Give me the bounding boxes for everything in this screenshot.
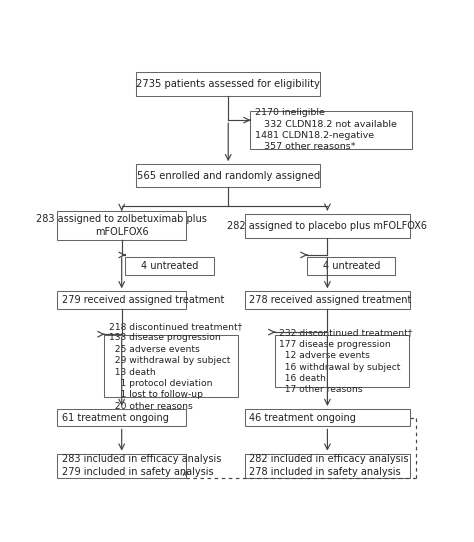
- FancyBboxPatch shape: [307, 257, 395, 275]
- FancyBboxPatch shape: [137, 164, 320, 187]
- Text: 282 assigned to placebo plus mFOLFOX6: 282 assigned to placebo plus mFOLFOX6: [228, 221, 428, 231]
- FancyBboxPatch shape: [250, 111, 412, 149]
- Text: 565 enrolled and randomly assigned: 565 enrolled and randomly assigned: [137, 171, 320, 180]
- FancyBboxPatch shape: [57, 454, 186, 478]
- Text: 4 untreated: 4 untreated: [141, 261, 198, 271]
- Text: 46 treatment ongoing: 46 treatment ongoing: [249, 412, 356, 423]
- Text: 283 included in efficacy analysis
279 included in safety analysis: 283 included in efficacy analysis 279 in…: [62, 454, 221, 477]
- FancyBboxPatch shape: [137, 72, 320, 96]
- FancyBboxPatch shape: [125, 257, 213, 275]
- Text: 61 treatment ongoing: 61 treatment ongoing: [62, 412, 169, 423]
- Text: 283 assigned to zolbetuximab plus
mFOLFOX6: 283 assigned to zolbetuximab plus mFOLFO…: [36, 214, 207, 237]
- FancyBboxPatch shape: [245, 454, 410, 478]
- FancyBboxPatch shape: [57, 409, 186, 427]
- FancyBboxPatch shape: [104, 335, 238, 397]
- Text: 2170 ineligible
   332 CLDN18.2 not available
1481 CLDN18.2-negative
   357 othe: 2170 ineligible 332 CLDN18.2 not availab…: [255, 108, 397, 151]
- FancyBboxPatch shape: [57, 211, 186, 240]
- FancyBboxPatch shape: [245, 409, 410, 427]
- Text: 218 discontinued treatment†
133 disease progression
  25 adverse events
  29 wit: 218 discontinued treatment† 133 disease …: [109, 322, 242, 411]
- FancyBboxPatch shape: [245, 214, 410, 238]
- FancyBboxPatch shape: [245, 291, 410, 309]
- FancyBboxPatch shape: [57, 291, 186, 309]
- Text: 2735 patients assessed for eligibility: 2735 patients assessed for eligibility: [137, 79, 320, 89]
- Text: 232 discontinued treatment†
177 disease progression
  12 adverse events
  16 wit: 232 discontinued treatment† 177 disease …: [280, 328, 413, 395]
- Text: 279 received assigned treatment: 279 received assigned treatment: [62, 295, 224, 305]
- Text: 4 untreated: 4 untreated: [323, 261, 380, 271]
- Text: 282 included in efficacy analysis
278 included in safety analysis: 282 included in efficacy analysis 278 in…: [249, 454, 409, 477]
- Text: 278 received assigned treatment: 278 received assigned treatment: [249, 295, 411, 305]
- FancyBboxPatch shape: [275, 335, 409, 388]
